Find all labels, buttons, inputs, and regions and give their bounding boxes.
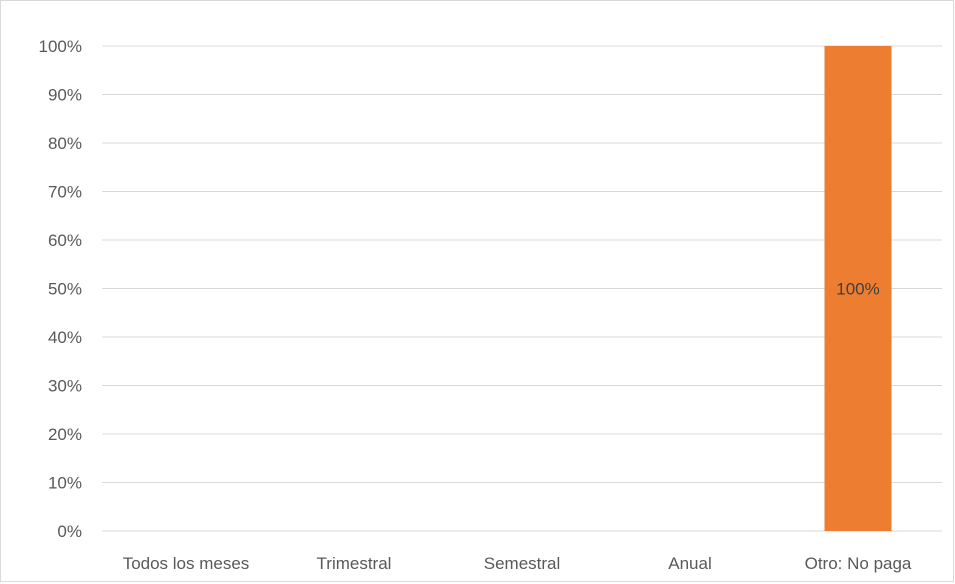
y-tick-label: 20% [48, 425, 82, 444]
y-tick-label: 100% [39, 37, 82, 56]
x-category-label: Semestral [484, 554, 561, 573]
y-tick-label: 60% [48, 231, 82, 250]
y-tick-label: 30% [48, 377, 82, 396]
y-tick-label: 80% [48, 134, 82, 153]
y-tick-label: 0% [57, 522, 82, 541]
y-tick-label: 90% [48, 86, 82, 105]
y-tick-label: 40% [48, 328, 82, 347]
y-tick-label: 50% [48, 280, 82, 299]
x-category-label: Todos los meses [123, 554, 250, 573]
y-tick-label: 10% [48, 474, 82, 493]
bar [824, 46, 892, 531]
x-category-label: Anual [668, 554, 711, 573]
y-tick-label: 70% [48, 183, 82, 202]
x-category-label: Otro: No paga [805, 554, 912, 573]
x-category-label: Trimestral [317, 554, 392, 573]
data-label: 100% [836, 280, 879, 299]
